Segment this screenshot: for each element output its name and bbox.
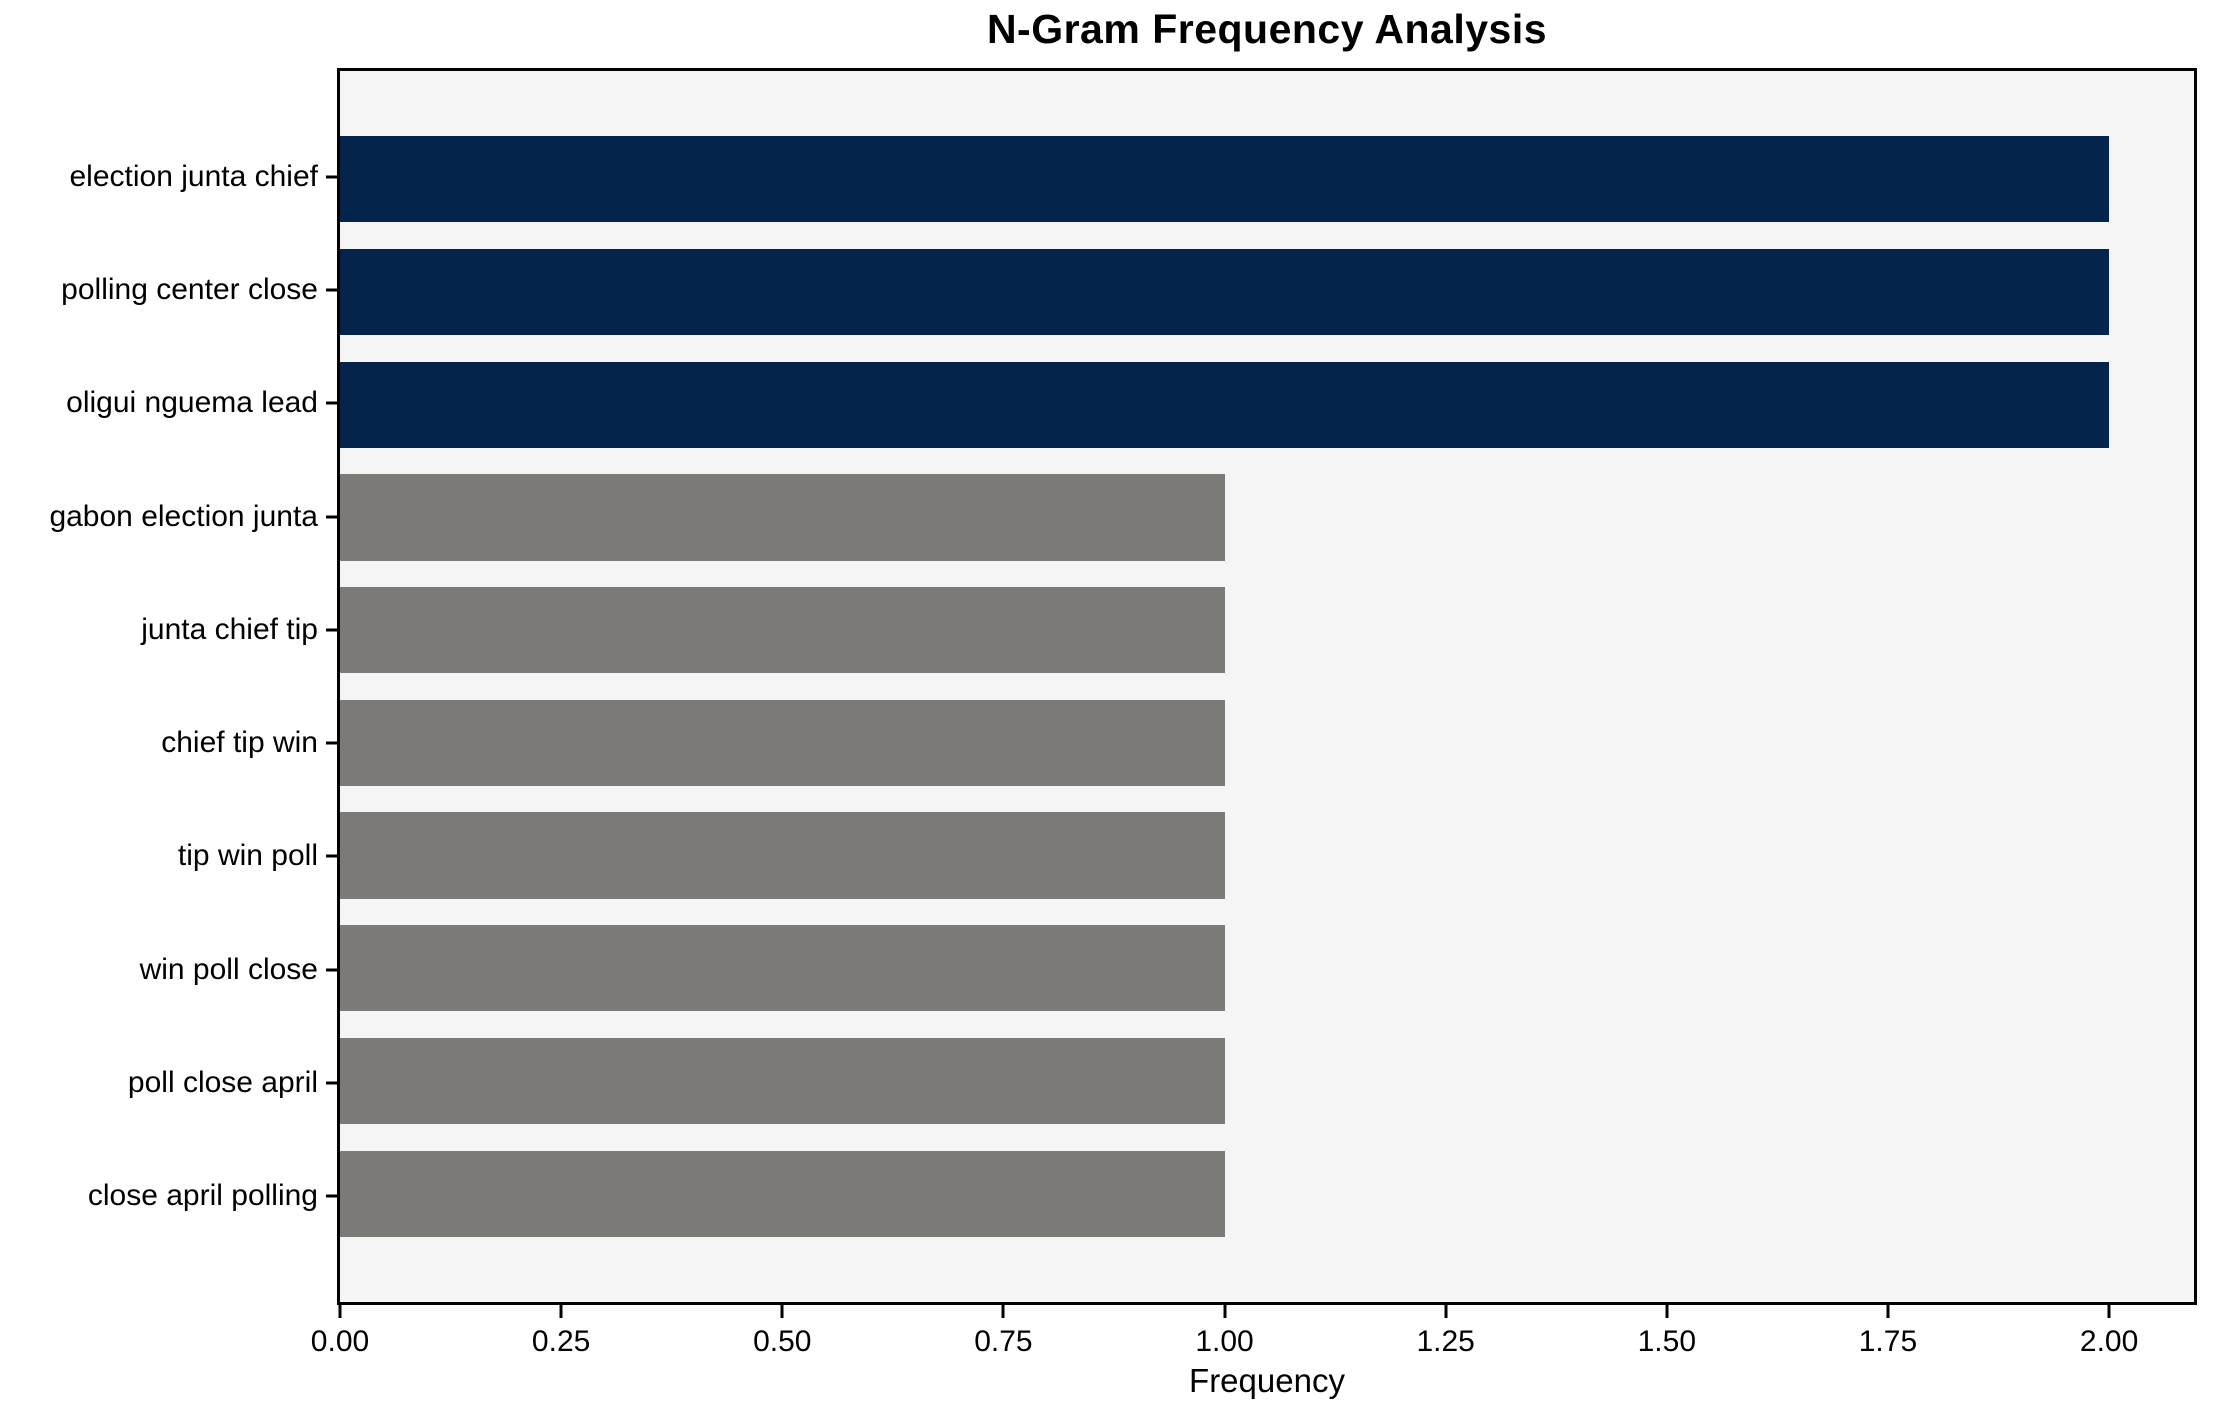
x-tick-mark — [559, 1305, 563, 1318]
bar-win-poll-close — [340, 925, 1225, 1012]
bar-row — [340, 123, 2194, 236]
bar-election-junta-chief — [340, 136, 2110, 223]
x-tick-label: 1.50 — [1637, 1325, 1697, 1358]
x-tick-label: 0.00 — [310, 1325, 370, 1358]
x-tick-mark — [1001, 1305, 1005, 1318]
bar-tip-win-poll — [340, 812, 1225, 899]
y-tick-label: close april polling — [87, 1179, 318, 1213]
bar-junta-chief-tip — [340, 587, 1225, 674]
y-tick-mark — [326, 968, 337, 972]
y-tick-label: gabon election junta — [49, 499, 318, 533]
bar-oligui-nguema-lead — [340, 361, 2110, 448]
y-tick-mark — [326, 1081, 337, 1085]
x-tick-mark — [1665, 1305, 1669, 1318]
x-tick-mark — [2107, 1305, 2111, 1318]
y-tick-mark — [326, 401, 337, 405]
x-tick-mark — [1444, 1305, 1448, 1318]
x-axis-ticks: 0.00 0.25 0.50 0.75 1.00 1.25 1.50 1.75 2.00 — [311, 1305, 2194, 1375]
bar-row — [340, 348, 2194, 461]
y-tick-mark — [326, 854, 337, 858]
y-tick-mark — [326, 1194, 337, 1198]
x-tick-label: 0.50 — [753, 1325, 812, 1358]
bar-row — [340, 912, 2194, 1025]
y-tick-label: junta chief tip — [141, 612, 318, 646]
y-tick-label: oligui nguema lead — [66, 386, 318, 420]
y-tick-mark — [326, 288, 337, 292]
x-axis-label: Frequency — [1189, 1362, 1345, 1399]
bar-row — [340, 687, 2194, 800]
x-tick-label: 0.25 — [531, 1325, 591, 1358]
x-tick-mark — [780, 1305, 784, 1318]
y-tick-label: poll close april — [127, 1066, 318, 1100]
bar-poll-close-april — [340, 1037, 1225, 1125]
y-tick-label: polling center close — [61, 272, 318, 306]
x-tick-mark — [1223, 1305, 1227, 1318]
y-tick-label: win poll close — [139, 952, 318, 986]
x-tick-mark — [1886, 1305, 1890, 1318]
bar-row — [340, 799, 2194, 912]
bar-row — [340, 236, 2194, 349]
y-tick-mark — [326, 515, 337, 519]
x-tick-label: 0.75 — [974, 1325, 1033, 1358]
y-tick-mark — [326, 741, 337, 745]
y-axis-tick-labels: election junta chief polling center close… — [0, 68, 318, 1305]
y-tick-mark — [326, 628, 337, 632]
x-tick-mark — [338, 1305, 342, 1318]
chart-title: N-Gram Frequency Analysis — [986, 6, 1548, 52]
x-tick-label: 1.00 — [1195, 1325, 1254, 1358]
bar-row — [340, 1137, 2194, 1250]
y-tick-mark — [326, 175, 337, 179]
y-tick-label: election junta chief — [69, 159, 319, 193]
bar-close-april-polling — [340, 1150, 1225, 1237]
x-tick-label: 1.75 — [1858, 1325, 1918, 1358]
x-tick-label: 2.00 — [2079, 1325, 2139, 1358]
bar-polling-center-close — [340, 248, 2110, 336]
plot-area — [337, 68, 2197, 1305]
bar-chief-tip-win — [340, 699, 1225, 786]
bar-gabon-election-junta — [340, 474, 1225, 561]
y-tick-label: chief tip win — [161, 726, 318, 760]
bar-row — [340, 461, 2194, 574]
y-axis-tick-marks — [326, 68, 337, 1305]
x-tick-label: 1.25 — [1416, 1325, 1475, 1358]
bar-row — [340, 1025, 2194, 1138]
bar-row — [340, 574, 2194, 687]
y-tick-label: tip win poll — [177, 839, 318, 873]
